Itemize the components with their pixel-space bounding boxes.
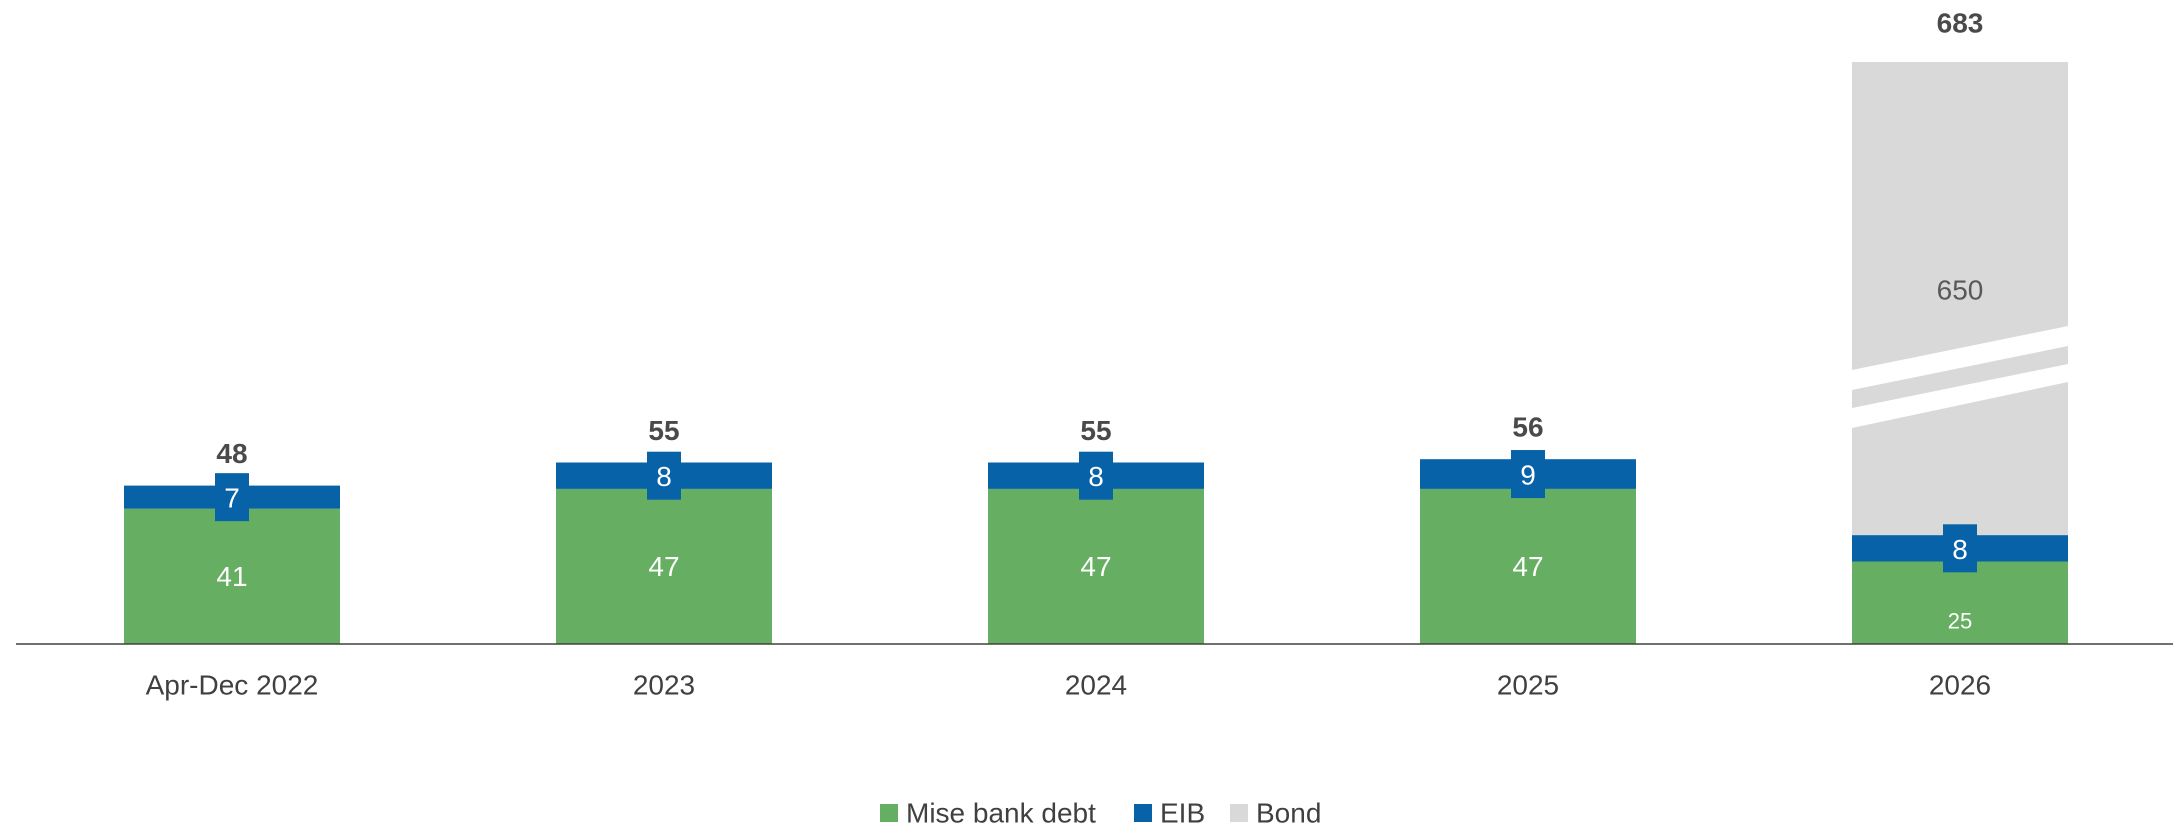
data-label-mise: 47 (1512, 551, 1543, 582)
bar-mise-bank-debt (556, 488, 772, 644)
bar-mise-bank-debt (988, 488, 1204, 644)
data-label-bond: 650 (1937, 275, 1984, 306)
x-tick-label: 2026 (1929, 670, 1991, 701)
legend-swatch (1134, 804, 1152, 822)
bar-mise-bank-debt (1420, 488, 1636, 644)
total-label: 56 (1512, 412, 1543, 443)
total-label: 683 (1937, 8, 1984, 39)
x-tick-label: 2023 (633, 670, 695, 701)
data-label-mise: 47 (1080, 551, 1111, 582)
legend-item-mise-bank-debt-label: Mise bank debt (906, 798, 1096, 827)
data-label-mise: 25 (1948, 608, 1972, 633)
eib-label-box (1079, 451, 1113, 500)
legend-swatch (880, 804, 898, 822)
data-label-eib: 9 (1520, 460, 1536, 491)
data-label-eib: 8 (1088, 461, 1104, 492)
x-tick-label: 2025 (1497, 670, 1559, 701)
data-label-mise: 47 (648, 551, 679, 582)
bar-mise-bank-debt (1852, 561, 2068, 644)
data-label-eib: 8 (656, 461, 672, 492)
bar-bond (1852, 62, 2068, 536)
data-label-mise: 41 (216, 561, 247, 592)
total-label: 48 (216, 438, 247, 469)
eib-label-box (1511, 450, 1545, 499)
bar-mise-bank-debt (124, 508, 340, 644)
data-label-eib: 8 (1952, 534, 1968, 565)
eib-label-box (647, 451, 681, 500)
x-tick-label: Apr-Dec 2022 (146, 670, 319, 701)
data-label-eib: 7 (224, 483, 240, 514)
legend-item-bond-label: Bond (1256, 798, 1321, 827)
legend-swatch (1230, 804, 1248, 822)
axis-break-band (1852, 364, 2068, 428)
total-label: 55 (648, 415, 679, 446)
legend-item-eib-label: EIB (1160, 798, 1205, 827)
eib-label-box (215, 473, 249, 522)
eib-label-box (1943, 524, 1977, 573)
x-tick-label: 2024 (1065, 670, 1127, 701)
axis-break-band (1852, 326, 2068, 390)
total-label: 55 (1080, 415, 1111, 446)
